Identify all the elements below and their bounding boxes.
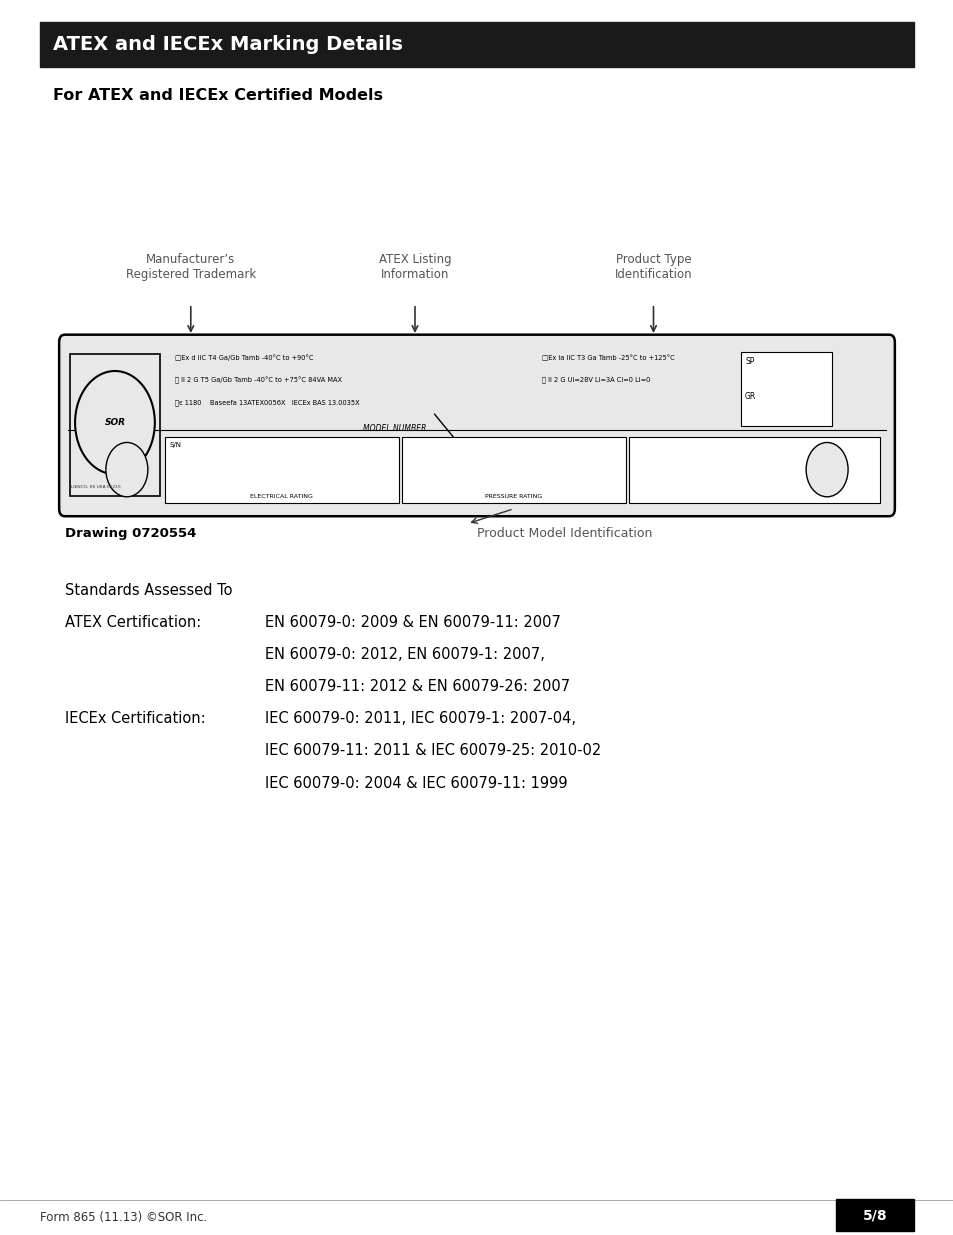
Text: Ⓜ II 2 G T5 Ga/Gb Tamb -40°C to +75°C 84VA MAX: Ⓜ II 2 G T5 Ga/Gb Tamb -40°C to +75°C 84… xyxy=(174,377,341,384)
Text: IEC 60079-0: 2011, IEC 60079-1: 2007-04,: IEC 60079-0: 2011, IEC 60079-1: 2007-04, xyxy=(265,711,576,726)
Text: IECEx Certification:: IECEx Certification: xyxy=(65,711,205,726)
Text: ATEX Listing
Information: ATEX Listing Information xyxy=(378,253,451,282)
Text: SP: SP xyxy=(744,357,754,366)
Text: Standards Assessed To: Standards Assessed To xyxy=(65,583,233,598)
Text: ATEX and IECEx Marking Details: ATEX and IECEx Marking Details xyxy=(53,35,403,54)
Bar xyxy=(70,354,160,496)
Bar xyxy=(628,437,879,503)
Bar xyxy=(835,1199,913,1231)
Bar xyxy=(740,352,831,426)
Text: □Ex d IIC T4 Ga/Gb Tamb -40°C to +90°C: □Ex d IIC T4 Ga/Gb Tamb -40°C to +90°C xyxy=(174,354,313,361)
Text: LIENCO, KS USA 66215: LIENCO, KS USA 66215 xyxy=(71,485,120,489)
Text: IEC 60079-11: 2011 & IEC 60079-25: 2010-02: IEC 60079-11: 2011 & IEC 60079-25: 2010-… xyxy=(265,743,600,758)
Text: □Ex ia IIC T3 Ga Tamb -25°C to +125°C: □Ex ia IIC T3 Ga Tamb -25°C to +125°C xyxy=(541,354,674,361)
Text: Product Type
Identification: Product Type Identification xyxy=(614,253,692,282)
Text: Drawing 0720554: Drawing 0720554 xyxy=(65,527,196,541)
Text: GR: GR xyxy=(744,391,756,401)
Text: EN 60079-11: 2012 & EN 60079-26: 2007: EN 60079-11: 2012 & EN 60079-26: 2007 xyxy=(265,679,570,694)
Text: Manufacturer’s
Registered Trademark: Manufacturer’s Registered Trademark xyxy=(126,253,255,282)
Text: S/N: S/N xyxy=(170,442,182,447)
Text: Ⓜ II 2 G Ui=28V Li=3A Ci=0 Li=0: Ⓜ II 2 G Ui=28V Li=3A Ci=0 Li=0 xyxy=(541,377,650,383)
Text: SOR: SOR xyxy=(104,419,126,427)
Text: 5/8: 5/8 xyxy=(862,1208,886,1223)
Circle shape xyxy=(106,442,148,496)
Text: PRESSURE RATING: PRESSURE RATING xyxy=(484,494,542,499)
Bar xyxy=(165,437,398,503)
Text: Ⓒє 1180    Baseefa 13ATEX0056X   IECEx BAS 13.0035X: Ⓒє 1180 Baseefa 13ATEX0056X IECEx BAS 13… xyxy=(174,399,359,405)
Circle shape xyxy=(805,442,847,496)
Text: IEC 60079-0: 2004 & IEC 60079-11: 1999: IEC 60079-0: 2004 & IEC 60079-11: 1999 xyxy=(265,776,567,790)
Text: EN 60079-0: 2009 & EN 60079-11: 2007: EN 60079-0: 2009 & EN 60079-11: 2007 xyxy=(265,615,560,630)
Text: EN 60079-0: 2012, EN 60079-1: 2007,: EN 60079-0: 2012, EN 60079-1: 2007, xyxy=(265,647,544,662)
Bar xyxy=(401,437,625,503)
Text: ELECTRICAL RATING: ELECTRICAL RATING xyxy=(251,494,313,499)
Circle shape xyxy=(75,370,154,474)
Bar xyxy=(40,22,913,67)
FancyBboxPatch shape xyxy=(59,335,894,516)
Text: ATEX Certification:: ATEX Certification: xyxy=(65,615,201,630)
Text: For ATEX and IECEx Certified Models: For ATEX and IECEx Certified Models xyxy=(53,88,383,103)
Text: Form 865 (11.13) ©SOR Inc.: Form 865 (11.13) ©SOR Inc. xyxy=(40,1212,207,1224)
Text: Product Model Identification: Product Model Identification xyxy=(476,527,652,541)
Text: MODEL NUMBER: MODEL NUMBER xyxy=(362,424,426,433)
